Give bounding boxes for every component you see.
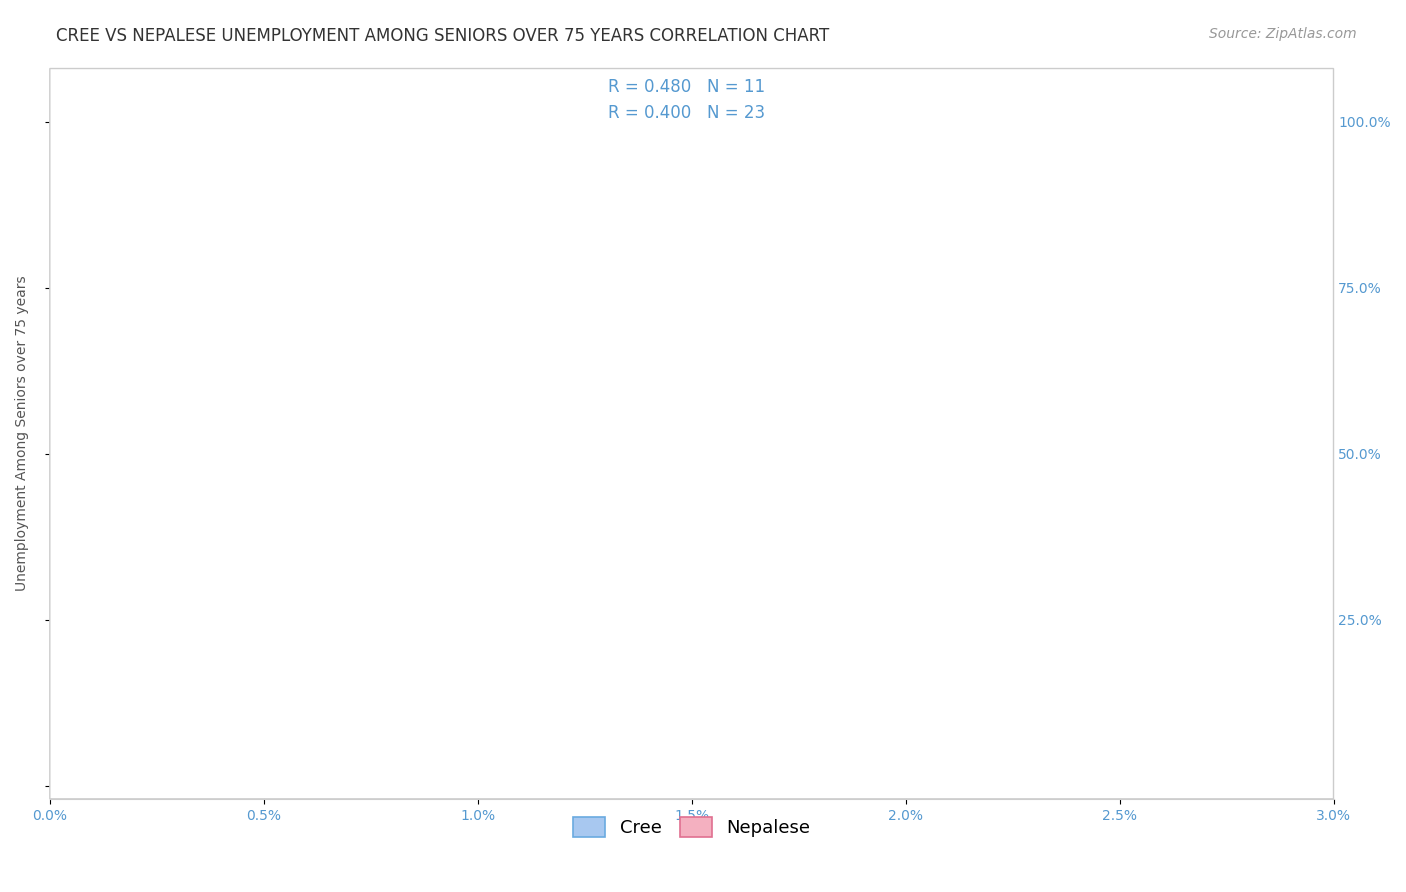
Point xyxy=(56,702,79,716)
Text: ZIPatlas: ZIPatlas xyxy=(524,430,859,511)
Point xyxy=(38,739,60,753)
Point xyxy=(128,632,150,647)
Legend: Cree, Nepalese: Cree, Nepalese xyxy=(565,809,818,845)
Point xyxy=(48,712,70,726)
Point xyxy=(77,765,100,780)
Point xyxy=(115,490,138,504)
Point xyxy=(128,636,150,650)
Point xyxy=(48,692,70,706)
Point xyxy=(167,114,190,128)
Point xyxy=(77,750,100,764)
Point xyxy=(42,729,65,743)
Point xyxy=(38,745,60,759)
Text: CREE VS NEPALESE UNEMPLOYMENT AMONG SENIORS OVER 75 YEARS CORRELATION CHART: CREE VS NEPALESE UNEMPLOYMENT AMONG SENI… xyxy=(56,27,830,45)
Point xyxy=(42,748,65,763)
Point xyxy=(77,669,100,683)
Point xyxy=(52,722,75,736)
Point xyxy=(52,709,75,723)
Point xyxy=(38,756,60,770)
Point xyxy=(48,735,70,749)
Point xyxy=(65,493,87,508)
Point xyxy=(38,762,60,776)
Point xyxy=(52,632,75,647)
Point xyxy=(65,765,87,780)
Point xyxy=(103,662,125,676)
Text: R = 0.400   N = 23: R = 0.400 N = 23 xyxy=(609,104,765,122)
Text: Source: ZipAtlas.com: Source: ZipAtlas.com xyxy=(1209,27,1357,41)
Point xyxy=(77,665,100,680)
Point xyxy=(56,702,79,716)
Y-axis label: Unemployment Among Seniors over 75 years: Unemployment Among Seniors over 75 years xyxy=(15,276,30,591)
Point xyxy=(52,702,75,716)
Point xyxy=(56,732,79,747)
Text: R = 0.480   N = 11: R = 0.480 N = 11 xyxy=(609,78,765,96)
Point xyxy=(90,758,112,772)
Point xyxy=(128,632,150,647)
Point xyxy=(42,742,65,756)
FancyBboxPatch shape xyxy=(49,69,1333,799)
Point xyxy=(60,753,83,767)
Point xyxy=(38,739,60,753)
Point xyxy=(60,732,83,747)
Point xyxy=(65,753,87,767)
